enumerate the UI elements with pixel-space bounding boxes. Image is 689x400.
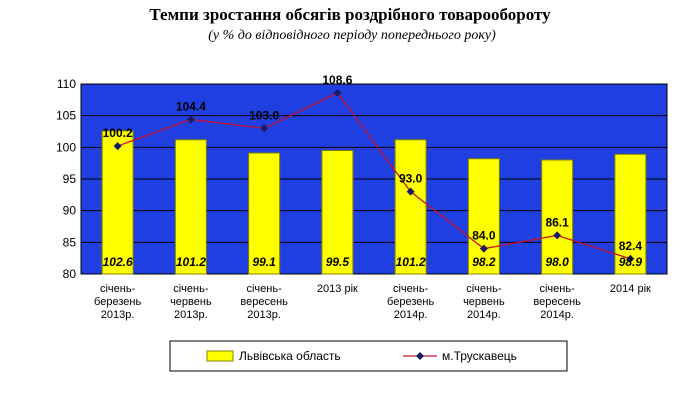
x-category-label: січень-червень 2014р.: [463, 283, 505, 321]
y-tick-label: 105: [56, 109, 76, 123]
legend: Львівська область м.Трускавець: [169, 340, 568, 372]
line-marker: [479, 244, 488, 253]
bar-data-label: 98.9: [619, 255, 643, 269]
legend-label-line: м.Трускавець: [442, 349, 517, 363]
x-category-label: січень-вересень 2013р.: [240, 283, 288, 321]
bar: [101, 130, 134, 275]
series-line: [117, 92, 631, 260]
plot-border: [80, 83, 668, 275]
y-tick-label: 100: [56, 140, 76, 154]
line-marker: [333, 88, 342, 97]
chart-title: Темпи зростання обсягів роздрібного това…: [149, 5, 551, 24]
bar: [174, 139, 207, 275]
y-tick-label: 80: [63, 267, 77, 281]
bar: [394, 139, 427, 275]
bar: [467, 158, 500, 275]
line-marker: [626, 254, 635, 263]
bar-data-label: 98.2: [472, 255, 496, 269]
bar-data-label: 101.2: [396, 255, 426, 269]
legend-box: [169, 340, 568, 372]
bar: [321, 150, 354, 275]
legend-label-bar: Львівська область: [239, 349, 341, 363]
legend-swatch-marker: [416, 352, 424, 360]
line-data-label: 108.6: [322, 73, 352, 87]
bar-data-label: 99.1: [252, 255, 276, 269]
plot-area: 80 85 90 95 100 105 110 102.6 101.2 99.1 99.5 101.2…: [56, 73, 668, 321]
line-data-label: 93.0: [399, 172, 423, 186]
x-category-label: січень-червень 2013р.: [170, 283, 212, 321]
bar-data-label: 101.2: [176, 255, 206, 269]
y-tick-label: 90: [63, 204, 77, 218]
chart-subtitle: (у % до відповідного періоду попередньог…: [208, 28, 496, 43]
bar-data-label: 102.6: [103, 255, 133, 269]
line-marker: [113, 142, 122, 151]
bar: [614, 153, 647, 275]
bar: [541, 159, 574, 275]
legend-swatch-bar: [206, 350, 234, 362]
bar-data-label: 99.5: [326, 255, 350, 269]
bar-data-label: 98.0: [545, 255, 569, 269]
y-tick-label: 85: [63, 235, 77, 249]
bar: [248, 152, 281, 275]
line-marker: [260, 124, 269, 133]
x-category-label: січень-березень 2013р.: [94, 283, 141, 321]
line-data-label: 86.1: [545, 215, 569, 229]
line-data-label: 84.0: [472, 229, 496, 243]
line-data-label: 103.0: [249, 108, 279, 122]
line-marker: [406, 187, 415, 196]
y-tick-label: 110: [57, 77, 76, 91]
line-data-label: 104.4: [176, 99, 206, 113]
line-marker: [186, 115, 195, 124]
line-data-label: 100.2: [103, 126, 133, 140]
y-tick-label: 95: [63, 172, 77, 186]
x-category-label: січень-березень 2014р.: [387, 283, 434, 321]
line-data-label: 82.4: [619, 239, 643, 253]
line-marker: [553, 231, 562, 240]
x-category-label: січень-вересень 2014р.: [533, 283, 581, 321]
x-category-label: 2014 рік: [610, 283, 651, 295]
x-category-label: 2013 рік: [317, 283, 358, 295]
